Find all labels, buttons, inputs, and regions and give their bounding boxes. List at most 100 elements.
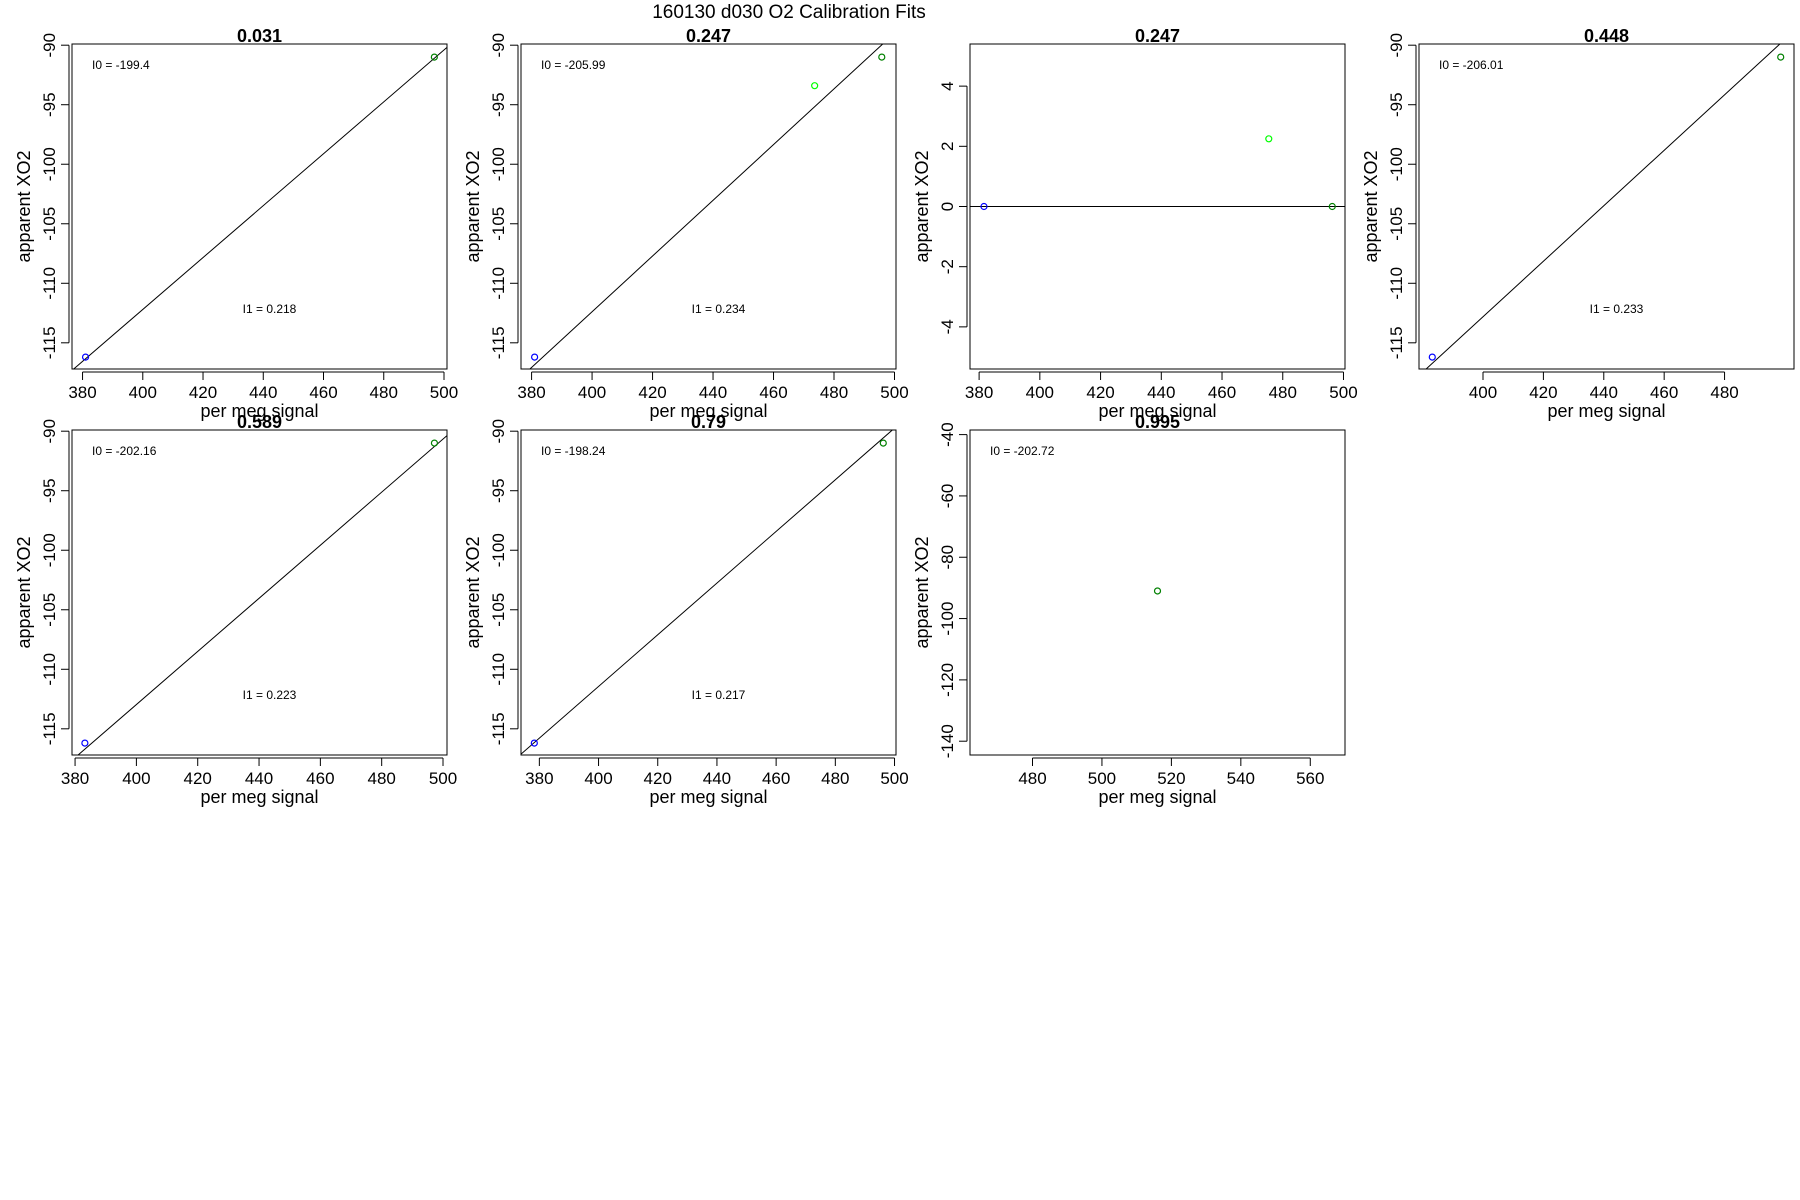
- y-tick-label: -90: [489, 419, 508, 444]
- data-point: [980, 202, 988, 211]
- x-tick-label: 400: [1469, 383, 1497, 402]
- panel-6: 0.79 380 400 420 440 460 480 500 per meg signal -…: [463, 412, 909, 807]
- y-tick-label: -90: [1387, 33, 1406, 58]
- panel-title: 0.448: [1584, 26, 1629, 46]
- y-tick-label: -115: [40, 326, 59, 359]
- plot-frame: [1418, 43, 1795, 370]
- fit-line: [77, 435, 447, 755]
- y-tick-label: -110: [1387, 267, 1406, 300]
- fit-line: [1425, 44, 1781, 369]
- y-tick-label: -100: [489, 533, 508, 567]
- data-point: [878, 53, 886, 61]
- data-point: [1265, 135, 1273, 143]
- plot-frame: [71, 429, 448, 756]
- y-tick-label: -115: [489, 712, 508, 745]
- data-point: [530, 739, 538, 747]
- y-tick-label: -110: [40, 653, 59, 686]
- panel-title: 0.79: [691, 412, 726, 432]
- x-tick-label: 400: [122, 769, 150, 788]
- x-tick-label: 480: [368, 769, 396, 788]
- y-tick-label: -95: [1387, 92, 1406, 117]
- panel-title: 0.247: [686, 26, 731, 46]
- y-tick-label: -120: [938, 663, 957, 697]
- data-point: [811, 82, 819, 90]
- panel-2: 0.247 380 400 420 440 460 480 500 per meg signal…: [463, 26, 909, 421]
- x-tick-label: 380: [68, 383, 96, 402]
- x-tick-label: 480: [1269, 383, 1297, 402]
- y-tick-label: 4: [938, 81, 957, 90]
- x-tick-label: 500: [429, 769, 457, 788]
- slope-annotation: I1 = 0.223: [243, 688, 297, 702]
- x-tick-label: 500: [1329, 383, 1357, 402]
- y-tick-label: -60: [938, 484, 957, 509]
- intercept-annotation: I0 = -202.72: [990, 444, 1055, 458]
- y-tick-label: -95: [489, 92, 508, 117]
- y-tick-label: -90: [40, 33, 59, 58]
- y-tick-label: -100: [489, 147, 508, 181]
- data-point: [430, 53, 438, 61]
- slope-annotation: I1 = 0.217: [692, 688, 746, 702]
- y-tick-label: -115: [40, 712, 59, 745]
- y-tick-label: -115: [1387, 326, 1406, 359]
- y-tick-label: -115: [489, 326, 508, 359]
- intercept-annotation: I0 = -199.4: [92, 58, 150, 72]
- x-tick-label: 440: [699, 383, 727, 402]
- panel-5: 0.589 380 400 420 440 460 480 500 per meg signal…: [14, 412, 457, 807]
- data-point: [531, 353, 539, 361]
- y-axis-label: apparent XO2: [14, 536, 34, 648]
- y-tick-label: -100: [40, 533, 59, 567]
- y-tick-label: -95: [489, 478, 508, 503]
- x-tick-label: 420: [184, 769, 212, 788]
- y-tick-label: -100: [40, 147, 59, 181]
- y-tick-label: 0: [938, 202, 957, 211]
- x-tick-label: 480: [820, 383, 848, 402]
- y-tick-label: -105: [489, 593, 508, 627]
- x-tick-label: 420: [638, 383, 666, 402]
- data-point: [81, 739, 89, 747]
- x-tick-label: 380: [517, 383, 545, 402]
- y-tick-label: -110: [489, 267, 508, 300]
- y-axis-label: apparent XO2: [463, 150, 483, 262]
- y-axis-label: apparent XO2: [912, 536, 932, 648]
- x-tick-label: 460: [759, 383, 787, 402]
- x-tick-label: 400: [129, 383, 157, 402]
- x-tick-label: 480: [1710, 383, 1738, 402]
- y-tick-label: -105: [40, 207, 59, 241]
- y-tick-label: -95: [40, 478, 59, 503]
- data-point: [1153, 587, 1162, 595]
- panel-4: 0.448 400 420 440 460 480 per meg signal -115 -1…: [1361, 26, 1795, 421]
- x-tick-label: 520: [1157, 769, 1185, 788]
- y-tick-label: -110: [489, 653, 508, 686]
- x-tick-label: 420: [189, 383, 217, 402]
- intercept-annotation: I0 = -205.99: [541, 58, 606, 72]
- y-tick-label: -105: [489, 207, 508, 241]
- slope-annotation: I1 = 0.233: [1590, 302, 1644, 316]
- y-tick-label: -90: [40, 419, 59, 444]
- x-tick-label: 500: [880, 383, 908, 402]
- x-tick-label: 460: [1650, 383, 1678, 402]
- x-tick-label: 400: [578, 383, 606, 402]
- y-tick-label: -95: [40, 92, 59, 117]
- plot-frame: [520, 429, 897, 756]
- y-tick-label: -90: [489, 33, 508, 58]
- y-tick-label: -105: [1387, 207, 1406, 241]
- x-tick-label: 540: [1227, 769, 1255, 788]
- x-tick-label: 440: [703, 769, 731, 788]
- panel-title: 0.589: [237, 412, 282, 432]
- x-tick-label: 480: [370, 383, 398, 402]
- x-tick-label: 460: [309, 383, 337, 402]
- y-tick-label: -110: [40, 267, 59, 300]
- y-tick-label: -4: [938, 319, 957, 334]
- x-tick-label: 460: [306, 769, 334, 788]
- x-tick-label: 440: [249, 383, 277, 402]
- y-tick-label: -80: [938, 545, 957, 570]
- x-axis-label: per meg signal: [649, 787, 767, 807]
- fit-line: [529, 44, 884, 369]
- x-axis-label: per meg signal: [1098, 787, 1216, 807]
- slope-annotation: I1 = 0.218: [243, 302, 297, 316]
- plot-frame: [969, 429, 1346, 756]
- x-axis-label: per meg signal: [649, 401, 767, 421]
- y-axis-label: apparent XO2: [14, 150, 34, 262]
